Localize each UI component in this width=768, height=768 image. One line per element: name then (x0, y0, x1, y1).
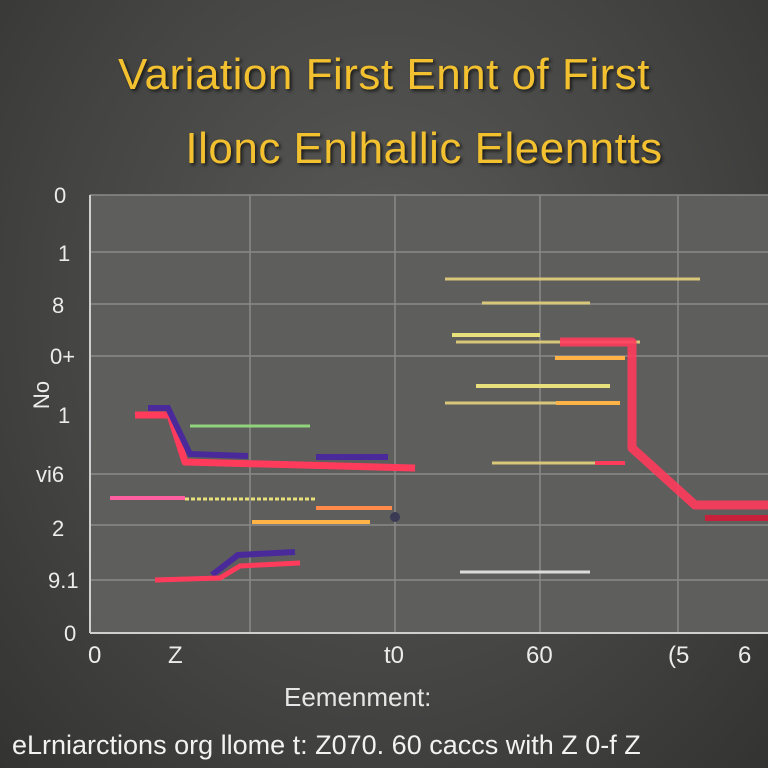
y-tick-label: vi6 (36, 462, 65, 487)
y-tick-label: 1 (58, 403, 71, 428)
x-tick-label: 6 (738, 642, 752, 669)
y-tick-label: 9.1 (48, 568, 79, 593)
series-line-red-left (135, 411, 416, 472)
x-tick-label: Z (168, 642, 183, 669)
grid (90, 194, 768, 633)
series-lines (110, 277, 768, 583)
x-tick-label: 60 (526, 642, 553, 669)
footer-caption: eLrniarctions org llome t: Z070. 60 cacc… (12, 730, 641, 760)
y-tick-label: 0 (64, 621, 77, 646)
x-tick-label: (5 (668, 642, 690, 669)
y-tick-label: 2 (52, 516, 65, 541)
x-tick-label: t0 (384, 642, 405, 669)
x-axis-label: Eemenment: (284, 682, 432, 712)
y-tick-label: 0+ (50, 344, 76, 369)
y-tick-label: 0 (54, 183, 67, 208)
series-line-red-right (560, 337, 768, 510)
chart-title: Variation First Ennt of First (117, 50, 651, 99)
y-tick-label: 1 (58, 241, 71, 266)
x-tick-label: 0 (88, 642, 102, 669)
chart-subtitle: Ilonc Enlhallic Eleenntts (185, 124, 663, 173)
series-line-blue-low (210, 549, 296, 578)
y-axis-label: No (29, 380, 55, 410)
data-point (390, 512, 400, 522)
y-tick-label: 8 (52, 293, 65, 318)
plot-area (90, 195, 768, 633)
series-line-red-low (154, 560, 301, 583)
series-line-blue-left (148, 405, 249, 459)
